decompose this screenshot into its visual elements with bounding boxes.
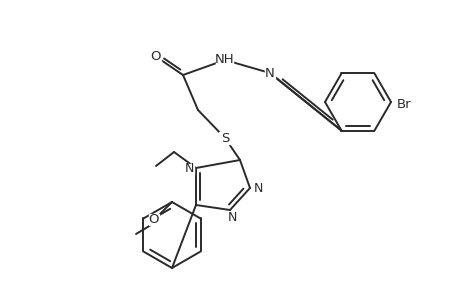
Bar: [149, 214, 159, 226]
Text: O: O: [148, 214, 159, 226]
Bar: [226, 213, 236, 223]
Text: N: N: [227, 212, 236, 224]
Bar: [218, 132, 230, 144]
Text: O: O: [151, 50, 161, 62]
Text: S: S: [220, 131, 229, 145]
Text: Br: Br: [396, 98, 410, 110]
Bar: [252, 184, 263, 194]
Text: N: N: [253, 182, 262, 196]
Text: NH: NH: [215, 52, 234, 65]
Text: N: N: [184, 163, 193, 176]
Bar: [264, 68, 274, 79]
Bar: [151, 50, 161, 62]
Text: N: N: [264, 67, 274, 80]
Bar: [184, 164, 194, 174]
Bar: [395, 98, 411, 110]
Bar: [216, 53, 233, 65]
